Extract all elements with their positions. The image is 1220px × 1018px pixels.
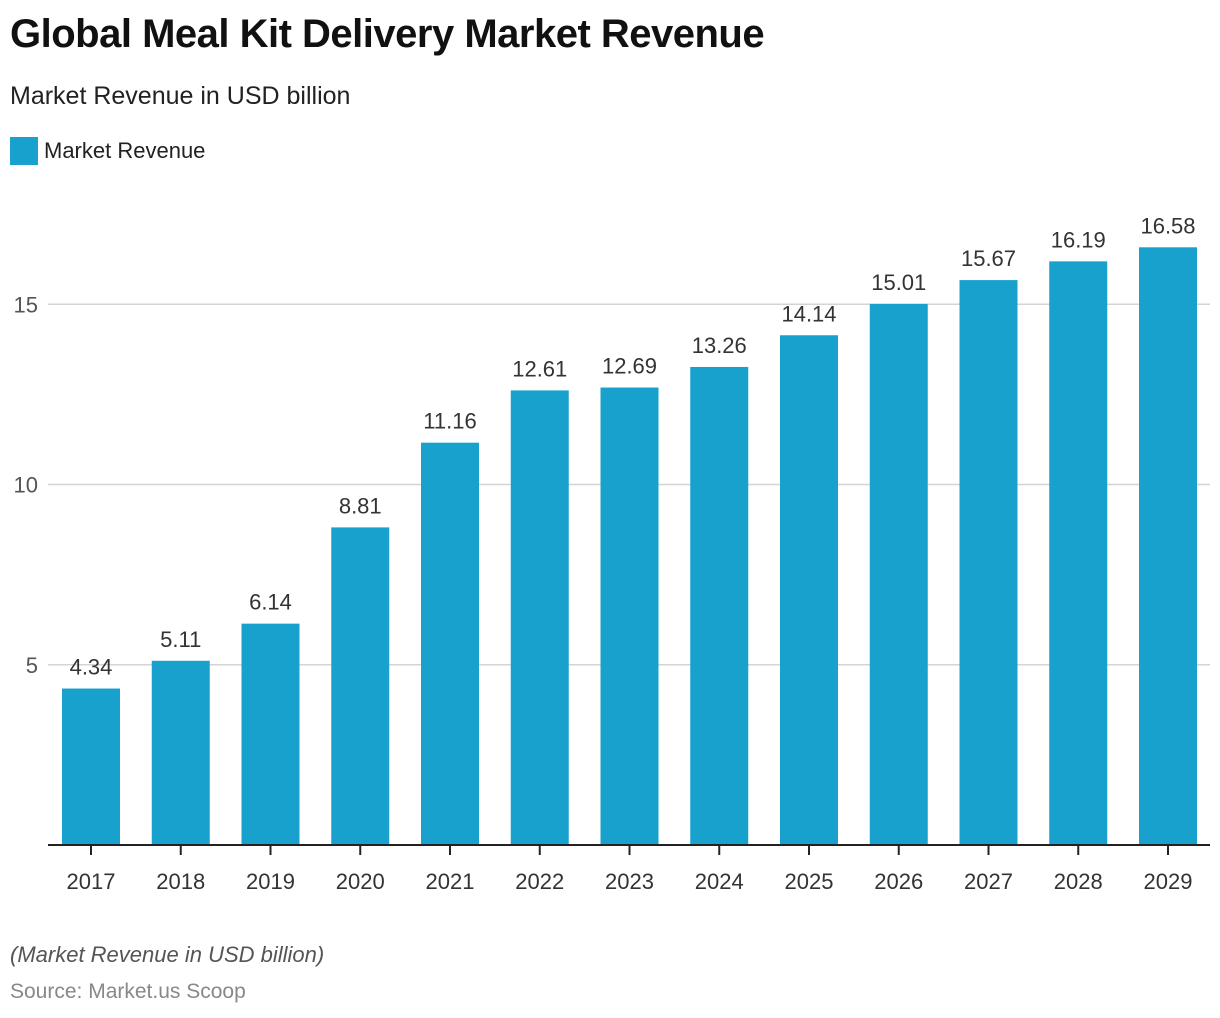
legend-swatch	[10, 137, 38, 165]
x-tick-label: 2025	[785, 869, 834, 894]
bar-2028	[1049, 261, 1108, 846]
chart-note: (Market Revenue in USD billion)	[10, 942, 325, 967]
bar-2027	[959, 280, 1018, 845]
data-label: 5.11	[160, 627, 201, 652]
x-tick-label: 2021	[426, 869, 475, 894]
x-tick-label: 2026	[874, 869, 923, 894]
data-label: 12.69	[602, 354, 657, 379]
bar-2026	[869, 303, 928, 845]
bar-2017	[62, 688, 120, 845]
bar-2020	[331, 527, 390, 845]
chart-title: Global Meal Kit Delivery Market Revenue	[10, 12, 765, 56]
data-label: 6.14	[249, 590, 292, 615]
x-tick-label: 2028	[1054, 869, 1103, 894]
bar-2021	[421, 442, 479, 845]
y-tick-label: 10	[14, 473, 38, 498]
data-label: 12.61	[512, 356, 567, 381]
legend: Market Revenue	[10, 137, 205, 165]
data-label: 15.67	[961, 246, 1016, 271]
bar-2019	[241, 623, 300, 845]
data-label: 4.34	[70, 655, 113, 680]
y-tick-label: 15	[14, 292, 38, 317]
data-label: 13.26	[692, 333, 747, 358]
data-label: 11.16	[423, 409, 476, 434]
x-tick-label: 2018	[156, 869, 205, 894]
x-tick-label: 2029	[1144, 869, 1193, 894]
data-label: 14.14	[781, 301, 836, 326]
bar-2029	[1139, 247, 1197, 845]
bar-2022	[510, 390, 569, 845]
source-text: Source: Market.us Scoop	[10, 980, 246, 1003]
x-tick-label: 2027	[964, 869, 1013, 894]
legend-label: Market Revenue	[44, 138, 206, 163]
x-tick-label: 2017	[67, 869, 116, 894]
x-tick-label: 2020	[336, 869, 385, 894]
x-tick-label: 2019	[246, 869, 295, 894]
data-label: 15.01	[871, 270, 926, 295]
bar-2024	[690, 366, 749, 845]
data-label: 8.81	[339, 493, 382, 518]
bar-2023	[600, 387, 659, 845]
x-tick-label: 2023	[605, 869, 654, 894]
bar-2025	[780, 335, 838, 845]
bar-2018	[151, 660, 210, 845]
data-label: 16.58	[1140, 213, 1195, 238]
x-tick-label: 2024	[695, 869, 744, 894]
x-tick-label: 2022	[515, 869, 564, 894]
data-label: 16.19	[1051, 227, 1106, 252]
y-tick-label: 5	[26, 653, 38, 678]
chart-subtitle: Market Revenue in USD billion	[10, 82, 351, 110]
